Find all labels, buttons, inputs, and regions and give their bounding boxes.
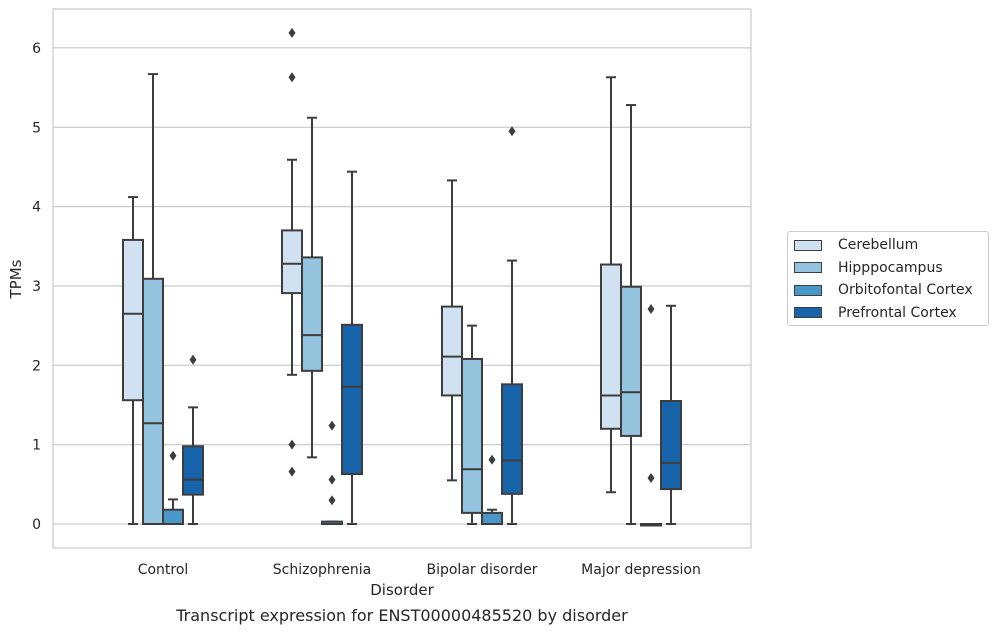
box-orbitofontal-cortex-0 bbox=[162, 450, 184, 526]
box-iqr bbox=[441, 305, 463, 397]
box-cerebellum-0 bbox=[122, 196, 144, 525]
box-iqr bbox=[162, 508, 184, 526]
box-cerebellum-3 bbox=[600, 76, 622, 494]
outlier-point bbox=[488, 454, 496, 465]
box-iqr bbox=[461, 357, 483, 514]
box-prefrontal-cortex-2 bbox=[501, 126, 523, 525]
box-prefrontal-cortex-1 bbox=[341, 170, 363, 525]
plot-boxes bbox=[122, 27, 682, 527]
y-tick-label: 3 bbox=[32, 279, 41, 295]
legend-label: Hipppocampus bbox=[838, 259, 943, 276]
outlier-point bbox=[328, 474, 336, 485]
x-axis-label: Disorder bbox=[370, 581, 434, 599]
legend-item: Cerebellum bbox=[794, 235, 918, 255]
outlier-point bbox=[288, 27, 296, 38]
box-orbitofontal-cortex-2 bbox=[481, 454, 503, 525]
box-iqr bbox=[281, 229, 303, 295]
box-prefrontal-cortex-0 bbox=[182, 354, 204, 525]
box-iqr bbox=[142, 277, 164, 525]
legend-swatch bbox=[794, 239, 822, 251]
legend-swatch bbox=[794, 262, 822, 273]
outlier-point bbox=[328, 420, 336, 431]
y-axis-label: TPMs bbox=[7, 259, 25, 299]
y-tick-label: 0 bbox=[32, 517, 41, 533]
x-tick-label: Schizophrenia bbox=[273, 562, 371, 578]
box-iqr bbox=[620, 285, 642, 437]
box-cerebellum-2 bbox=[441, 179, 463, 482]
outlier-point bbox=[189, 354, 197, 365]
legend-swatch bbox=[794, 284, 822, 296]
legend-label: Prefrontal Cortex bbox=[838, 304, 957, 321]
y-tick-label: 5 bbox=[32, 120, 41, 136]
y-tick-label: 1 bbox=[32, 438, 41, 454]
x-tick-label: Control bbox=[138, 562, 189, 578]
outlier-point bbox=[328, 495, 336, 506]
box-prefrontal-cortex-3 bbox=[660, 304, 682, 525]
y-tick-label: 4 bbox=[32, 200, 41, 216]
legend-item: Orbitofontal Cortex bbox=[794, 280, 973, 300]
box-orbitofontal-cortex-3 bbox=[640, 303, 662, 527]
plot-frame bbox=[52, 8, 752, 549]
outlier-point bbox=[288, 72, 296, 83]
box-hipppocampus-2 bbox=[461, 324, 483, 525]
legend-item: Prefrontal Cortex bbox=[794, 303, 957, 323]
box-orbitofontal-cortex-1 bbox=[321, 420, 343, 526]
box-iqr bbox=[600, 263, 622, 430]
y-tick-label: 6 bbox=[32, 41, 41, 57]
legend-swatch bbox=[794, 307, 822, 318]
box-iqr bbox=[501, 383, 523, 495]
box-iqr bbox=[182, 445, 204, 496]
box-iqr bbox=[301, 256, 323, 372]
outlier-point bbox=[647, 303, 655, 314]
chart-title: Transcript expression for ENST0000048552… bbox=[176, 606, 628, 625]
outlier-point bbox=[169, 450, 177, 461]
y-tick-labels: 0 1 2 3 4 5 6 bbox=[32, 41, 41, 533]
box-hipppocampus-1 bbox=[301, 116, 323, 459]
legend-item: Hipppocampus bbox=[794, 258, 943, 278]
box-iqr bbox=[341, 323, 363, 476]
box-iqr bbox=[481, 511, 503, 525]
outlier-point bbox=[508, 126, 516, 137]
outlier-point bbox=[288, 439, 296, 450]
outlier-point bbox=[288, 466, 296, 477]
legend-label: Cerebellum bbox=[838, 237, 919, 253]
x-tick-labels: Control Schizophrenia Bipolar disorder Majo… bbox=[138, 562, 701, 578]
box-hipppocampus-3 bbox=[620, 104, 642, 525]
x-tick-label: Bipolar disorder bbox=[426, 562, 537, 578]
box-iqr bbox=[122, 238, 144, 402]
x-tick-label: Major depression bbox=[581, 562, 701, 578]
legend: Cerebellum Hipppocampus Orbitofontal Corte… bbox=[787, 231, 989, 326]
grid-lines bbox=[53, 47, 751, 525]
box-hipppocampus-0 bbox=[142, 73, 164, 525]
outlier-point bbox=[647, 472, 655, 483]
legend-label: Orbitofontal Cortex bbox=[838, 282, 973, 298]
box-cerebellum-1 bbox=[281, 27, 303, 477]
box-iqr bbox=[660, 400, 682, 491]
y-tick-label: 2 bbox=[32, 358, 41, 374]
